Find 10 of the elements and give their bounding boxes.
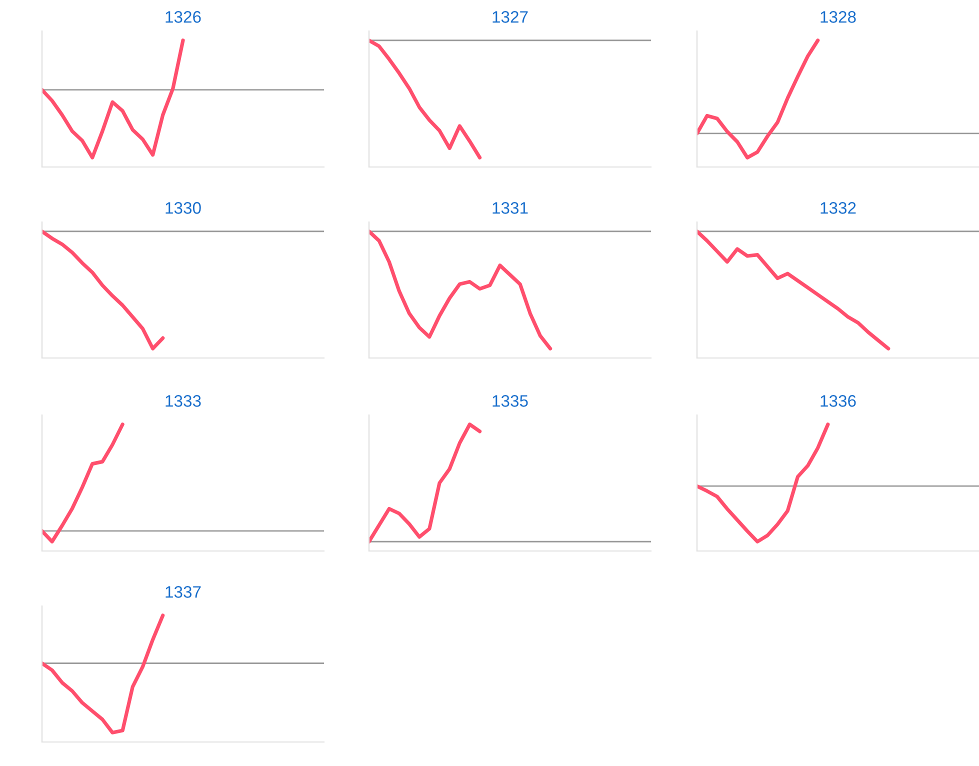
- chart-title: 1336: [820, 395, 856, 407]
- chart-title: 1327: [492, 11, 528, 23]
- chart-title: 1326: [166, 11, 201, 23]
- chart-title: 1330: [166, 202, 201, 214]
- chart-title: 1331: [492, 202, 528, 214]
- chart-title: 1335: [492, 395, 528, 407]
- chart-title: 1333: [166, 395, 201, 407]
- chart-title: 1337: [166, 586, 201, 598]
- chart-title: 1332: [820, 202, 856, 214]
- chart-title: 1328: [820, 11, 856, 23]
